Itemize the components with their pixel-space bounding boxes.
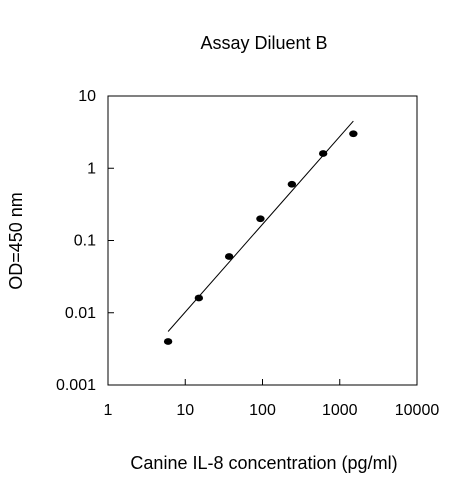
plot-frame — [107, 95, 418, 386]
data-point — [224, 253, 234, 260]
data-point — [349, 130, 358, 138]
data-point — [194, 294, 204, 302]
y-axis-label: OD=450 nm — [6, 192, 26, 290]
y-tick-label: 1 — [87, 160, 96, 177]
data-points — [163, 130, 358, 345]
y-tick-label: 0.001 — [56, 377, 96, 394]
x-tick-label: 1 — [104, 402, 113, 419]
data-point — [287, 180, 297, 188]
x-tick-label: 1000 — [322, 402, 358, 419]
data-point — [256, 215, 265, 223]
y-axis-ticks: 0.001 0.01 0.1 1 10 — [56, 88, 114, 394]
y-tick-label: 10 — [78, 88, 96, 105]
x-tick-label: 10000 — [395, 402, 440, 419]
data-point — [163, 338, 173, 345]
x-tick-label: 10 — [176, 402, 194, 419]
y-tick-label: 0.1 — [74, 233, 96, 250]
x-axis-ticks: 1 10 100 1000 10000 — [104, 379, 440, 419]
chart-title: Assay Diluent B — [200, 33, 327, 53]
y-tick-label: 0.01 — [65, 305, 96, 322]
x-tick-label: 100 — [249, 402, 276, 419]
x-axis-label: Canine IL-8 concentration (pg/ml) — [130, 453, 397, 473]
data-point — [318, 150, 328, 157]
